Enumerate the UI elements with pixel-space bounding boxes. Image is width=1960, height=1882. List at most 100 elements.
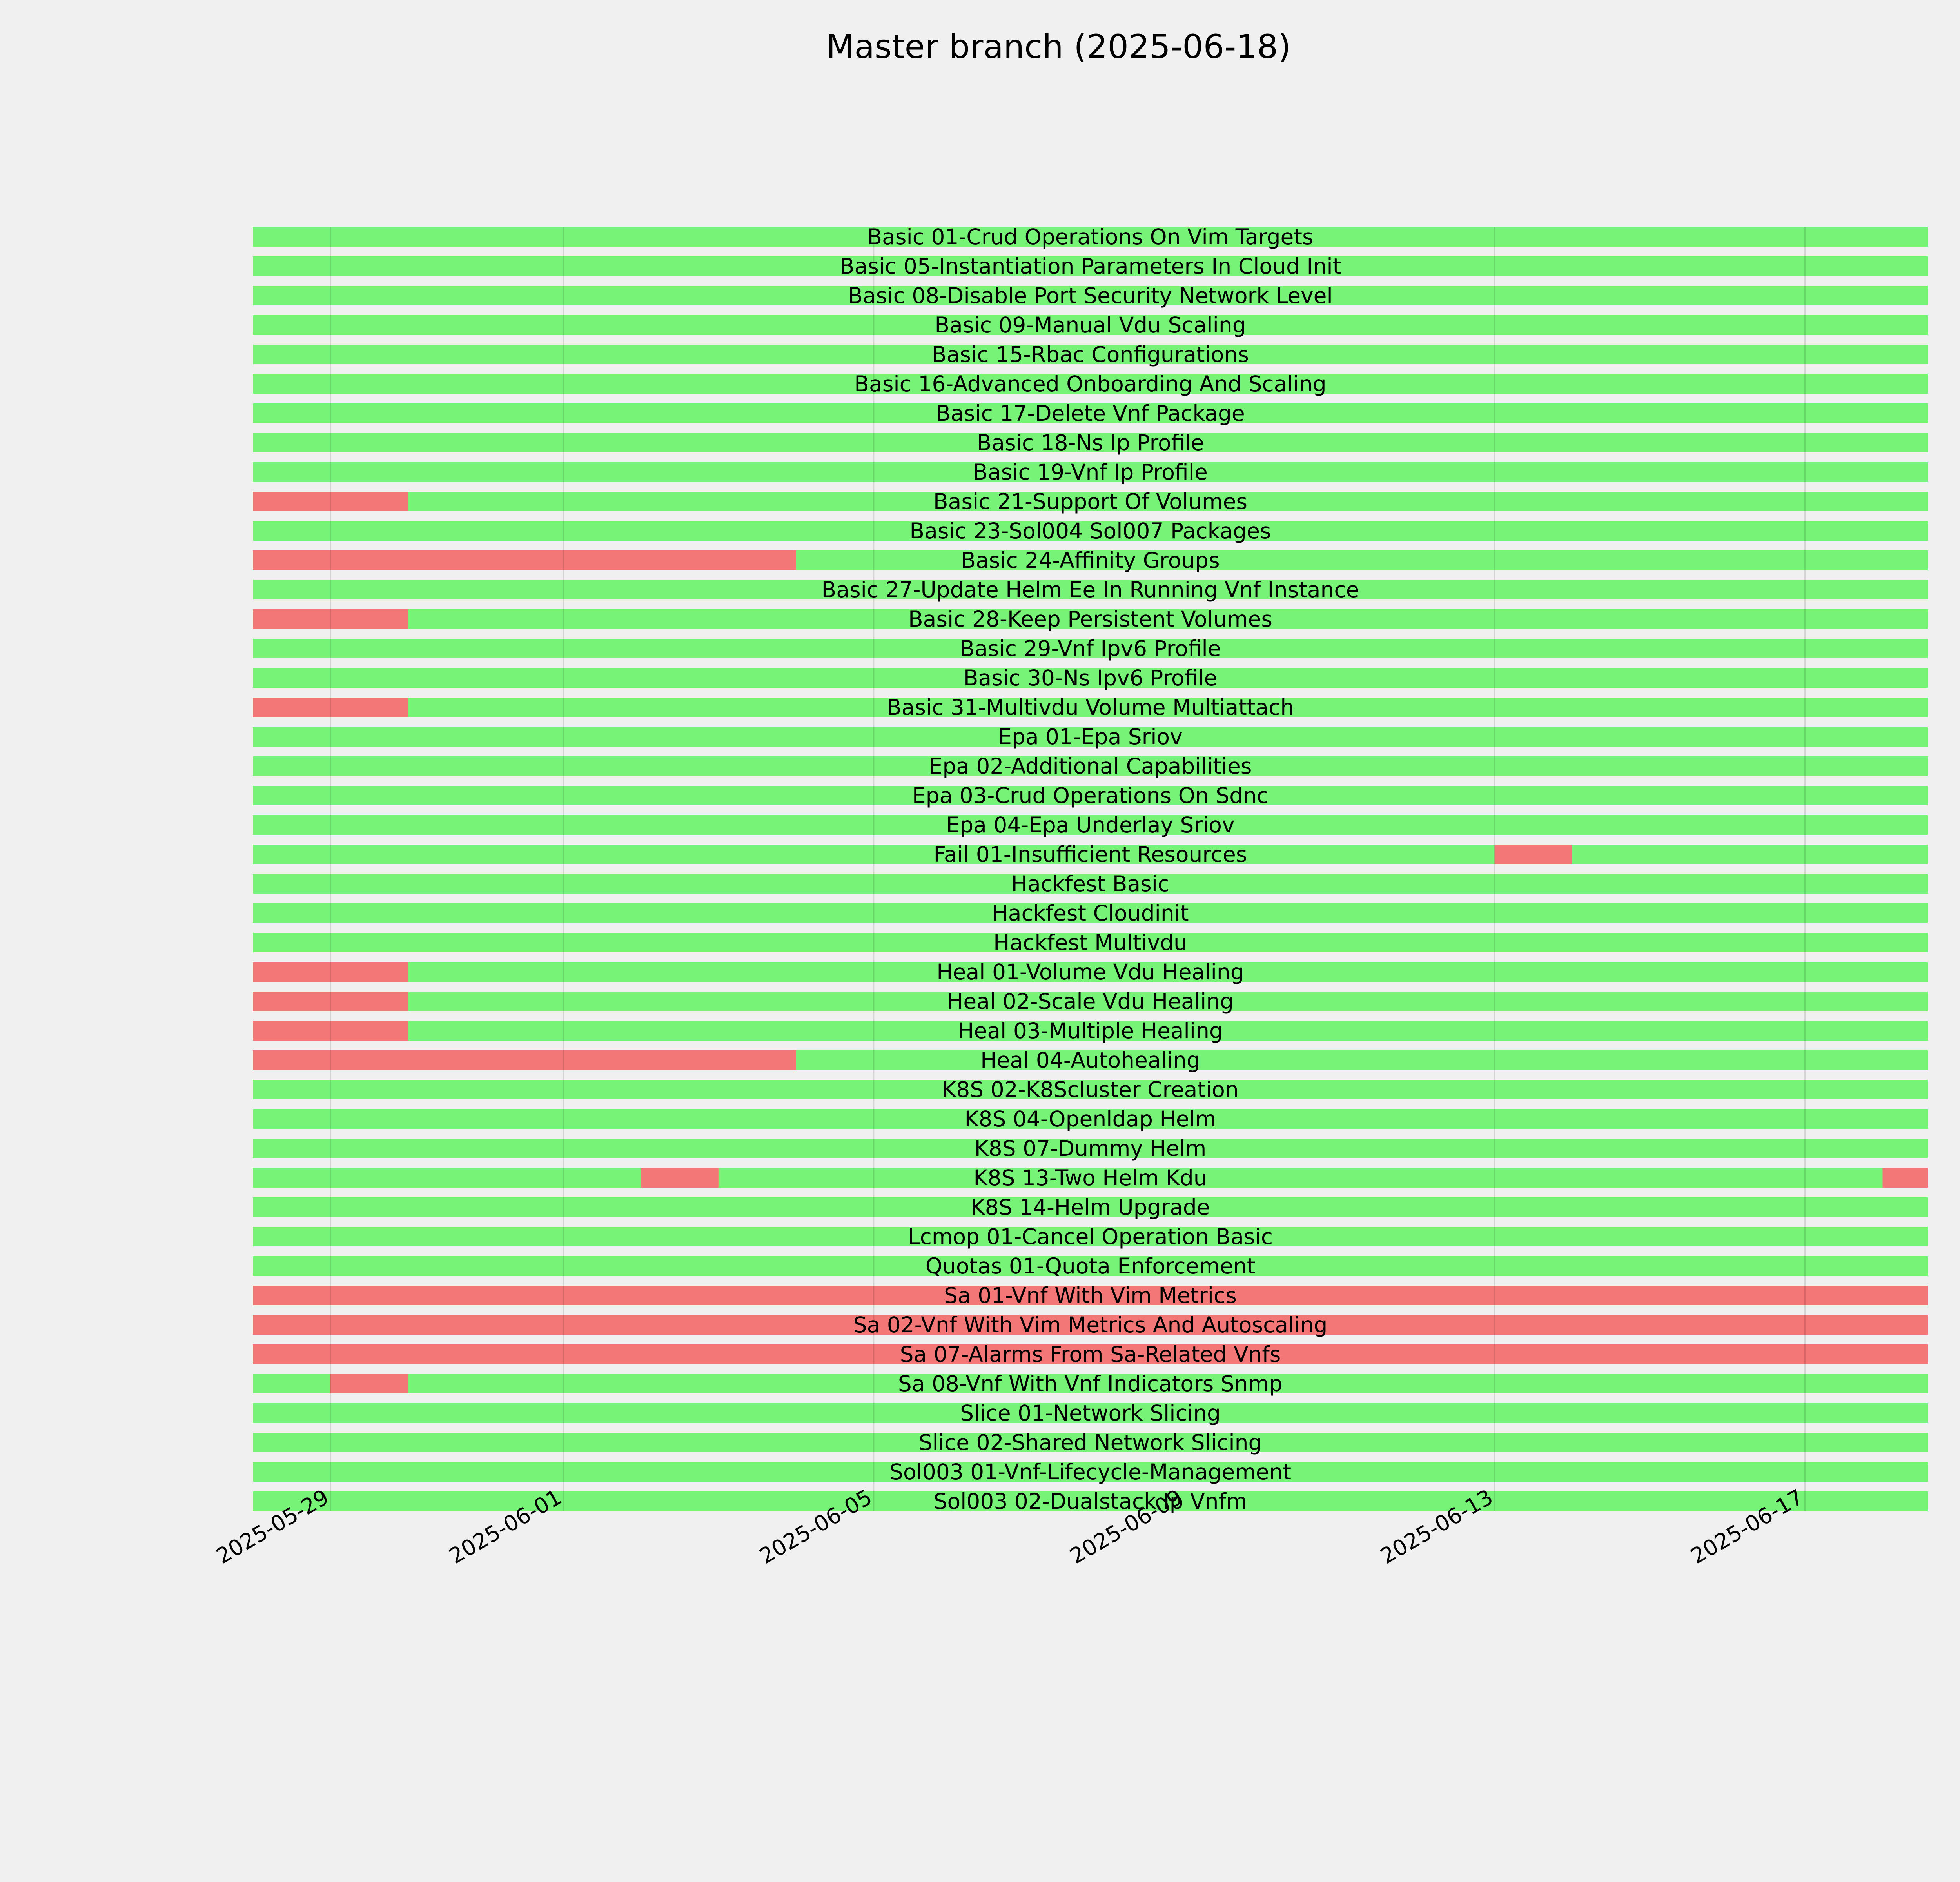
bar-segment-pass	[408, 962, 1928, 982]
bar-segment-fail	[253, 962, 408, 982]
bar-segment-pass	[253, 286, 1928, 305]
row-label: Basic 18-Ns Ip Profile	[977, 430, 1204, 455]
row-label: Epa 03-Crud Operations On Sdnc	[912, 783, 1269, 808]
row-label: Basic 27-Update Helm Ee In Running Vnf I…	[822, 577, 1359, 602]
bar-segment-pass	[253, 1080, 1928, 1099]
bar-segment-pass	[253, 815, 1928, 835]
row-label: Epa 02-Additional Capabilities	[929, 754, 1252, 779]
bar-segment-fail	[253, 1050, 796, 1070]
bar-segment-pass	[253, 374, 1928, 394]
row-label: Basic 05-Instantiation Parameters In Clo…	[840, 254, 1341, 279]
bar-segment-fail	[253, 492, 408, 511]
row-label: Sol003 02-Dualstack Ip Vnfm	[934, 1489, 1247, 1514]
bar-segment-pass	[253, 668, 1928, 688]
row-label: Quotas 01-Quota Enforcement	[926, 1253, 1256, 1279]
bar-segment-fail	[1882, 1168, 1928, 1188]
bar-segment-pass	[253, 639, 1928, 658]
row-label: Basic 08-Disable Port Security Network L…	[848, 283, 1333, 308]
row-label: Sol003 01-Vnf-Lifecycle-Management	[889, 1459, 1291, 1484]
row-label: Basic 15-Rbac Configurations	[932, 342, 1249, 367]
bar-segment-pass	[253, 903, 1928, 923]
bar-segment-pass	[796, 550, 1928, 570]
bar-segment-pass	[253, 1197, 1928, 1217]
row-label: Hackfest Cloudinit	[992, 901, 1189, 926]
bar-segment-fail	[253, 609, 408, 629]
bar-segment-fail	[253, 698, 408, 717]
bar-segment-pass	[253, 845, 1495, 864]
row-label: Hackfest Multivdu	[993, 930, 1187, 955]
bar-segment-pass	[253, 433, 1928, 452]
bar-segment-pass	[253, 403, 1928, 423]
bar-segment-pass	[253, 786, 1928, 805]
bar-segment-pass	[253, 256, 1928, 276]
row-label: Sa 02-Vnf With Vim Metrics And Autoscali…	[853, 1312, 1328, 1337]
bar-segment-pass	[408, 609, 1928, 629]
row-label: Basic 01-Crud Operations On Vim Targets	[867, 224, 1313, 249]
bar-segment-pass	[253, 1462, 1928, 1482]
bar-segment-pass	[253, 1139, 1928, 1158]
bar-segment-fail	[253, 1021, 408, 1041]
row-label: Epa 04-Epa Underlay Sriov	[946, 812, 1234, 837]
bar-segment-pass	[253, 933, 1928, 952]
row-label: Fail 01-Insufficient Resources	[933, 842, 1247, 867]
bar-segment-pass	[253, 345, 1928, 364]
row-label: Basic 17-Delete Vnf Package	[936, 401, 1245, 426]
row-label: Basic 23-Sol004 Sol007 Packages	[909, 518, 1271, 543]
row-label: Heal 04-Autohealing	[980, 1048, 1200, 1073]
row-label: Sa 01-Vnf With Vim Metrics	[944, 1283, 1237, 1308]
row-label: Basic 16-Advanced Onboarding And Scaling	[854, 371, 1326, 396]
row-label: Lcmop 01-Cancel Operation Basic	[908, 1224, 1273, 1249]
row-label: K8S 13-Two Helm Kdu	[973, 1165, 1207, 1190]
bar-segment-pass	[253, 874, 1928, 894]
row-label: Heal 01-Volume Vdu Healing	[936, 959, 1244, 985]
row-label: Slice 02-Shared Network Slicing	[919, 1430, 1262, 1455]
row-label: Basic 31-Multivdu Volume Multiattach	[887, 695, 1294, 720]
row-label: Hackfest Basic	[1011, 871, 1170, 896]
row-label: Basic 09-Manual Vdu Scaling	[935, 312, 1246, 338]
bar-segment-fail	[330, 1374, 408, 1393]
bar-segment-pass	[253, 727, 1928, 747]
bar-segment-pass	[253, 227, 1928, 247]
bars	[253, 227, 1928, 1511]
bar-segment-pass	[253, 1374, 330, 1393]
bar-segment-pass	[718, 1168, 1883, 1188]
bar-segment-fail	[253, 1344, 1928, 1364]
row-label: K8S 14-Helm Upgrade	[971, 1195, 1210, 1220]
bar-segment-pass	[1572, 845, 1928, 864]
bar-segment-pass	[408, 992, 1928, 1011]
bar-segment-pass	[253, 521, 1928, 541]
row-label: K8S 04-Openldap Helm	[964, 1106, 1216, 1132]
bar-segment-pass	[253, 1256, 1928, 1276]
row-label: Heal 03-Multiple Healing	[958, 1018, 1223, 1043]
row-label: Basic 21-Support Of Volumes	[933, 489, 1247, 514]
bar-segment-pass	[253, 756, 1928, 776]
bar-segment-pass	[253, 580, 1928, 599]
bar-segment-pass	[253, 462, 1928, 482]
bar-segment-pass	[408, 492, 1928, 511]
row-label: K8S 02-K8Scluster Creation	[942, 1077, 1239, 1102]
bar-segment-fail	[253, 550, 796, 570]
bar-segment-pass	[253, 1109, 1928, 1129]
bar-segment-pass	[253, 1227, 1928, 1246]
bar-segment-pass	[253, 1403, 1928, 1423]
row-label: Sa 07-Alarms From Sa-Related Vnfs	[900, 1342, 1281, 1367]
bar-segment-fail	[253, 1286, 1928, 1305]
bar-segment-fail	[253, 992, 408, 1011]
bar-segment-pass	[408, 1374, 1928, 1393]
row-label: Sa 08-Vnf With Vnf Indicators Snmp	[898, 1371, 1283, 1396]
row-labels: Basic 01-Crud Operations On Vim Targets B…	[822, 224, 1359, 1514]
bar-segment-pass	[408, 698, 1928, 717]
row-label: Basic 29-Vnf Ipv6 Profile	[960, 636, 1221, 661]
row-label: Basic 28-Keep Persistent Volumes	[908, 607, 1272, 632]
chart-title: Master branch (2025-06-18)	[826, 27, 1291, 66]
bar-segment-fail	[253, 1315, 1928, 1335]
row-label: Heal 02-Scale Vdu Healing	[947, 989, 1234, 1014]
bar-segment-fail	[1494, 845, 1572, 864]
bar-segment-pass	[253, 315, 1928, 335]
bar-segment-pass	[253, 1168, 641, 1188]
row-label: Slice 01-Network Slicing	[960, 1401, 1221, 1426]
bar-segment-pass	[408, 1021, 1928, 1041]
row-label: Basic 30-Ns Ipv6 Profile	[964, 665, 1217, 690]
row-label: Basic 24-Affinity Groups	[961, 548, 1220, 573]
